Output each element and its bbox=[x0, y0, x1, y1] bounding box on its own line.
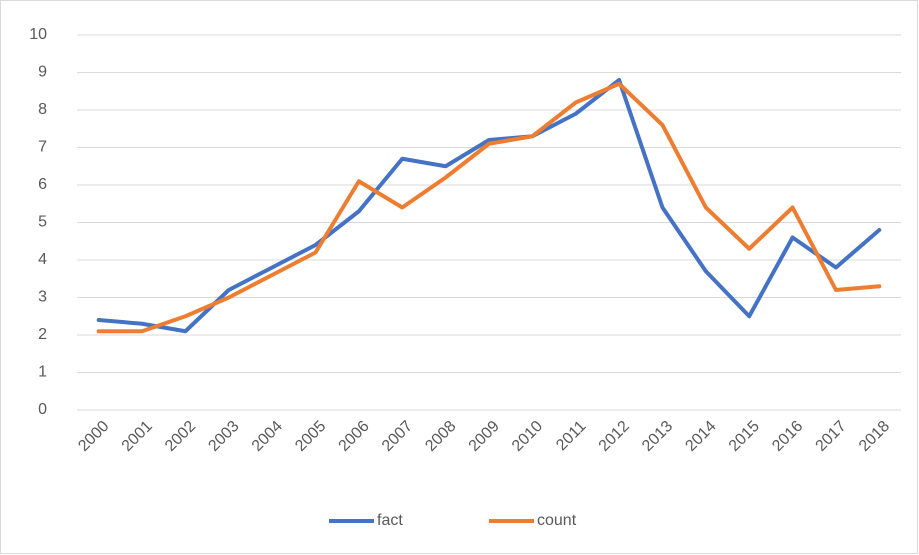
y-tick-label: 1 bbox=[38, 364, 47, 381]
y-tick-label: 10 bbox=[29, 26, 47, 43]
line-series bbox=[96, 81, 882, 334]
y-tick-label: 2 bbox=[38, 326, 47, 343]
y-tick-label: 7 bbox=[38, 139, 47, 156]
y-tick-label: 9 bbox=[38, 64, 47, 81]
y-tick-label: 5 bbox=[38, 214, 47, 231]
y-tick-label: 0 bbox=[38, 401, 47, 418]
y-tick-label: 3 bbox=[38, 289, 47, 306]
y-tick-label: 4 bbox=[38, 251, 47, 268]
y-tick-label: 6 bbox=[38, 176, 47, 193]
y-tick-label: 8 bbox=[38, 101, 47, 118]
legend-label: count bbox=[537, 512, 577, 529]
line-series bbox=[96, 78, 882, 334]
legend-label: fact bbox=[377, 512, 403, 529]
